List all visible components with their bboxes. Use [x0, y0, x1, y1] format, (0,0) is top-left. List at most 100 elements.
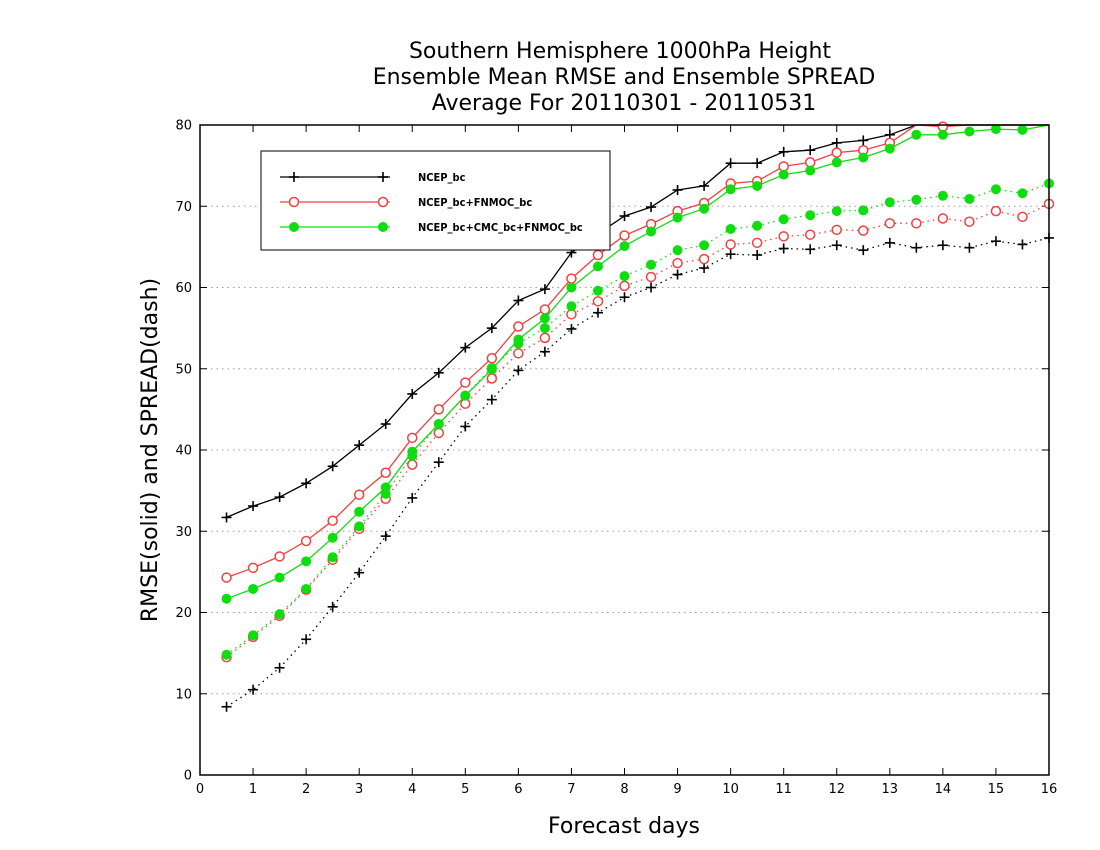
x-tick-label-11: 11 — [775, 782, 792, 797]
plot-frame — [199, 124, 1050, 776]
series-1-rmse-point-9 — [460, 377, 471, 388]
series-0-spread-point-6 — [380, 531, 391, 542]
series-1-spread-point-24 — [858, 225, 869, 236]
series-1-rmse-point-1 — [247, 562, 259, 574]
x-axis-ticks: 0 1 2 3 4 5 6 7 8 9 10 11 12 13 14 15 16 — [196, 125, 1057, 797]
series-1-spread-point-8 — [433, 427, 445, 439]
series-0-spread-point-13 — [566, 323, 577, 334]
series-1-rmse-line — [226, 124, 1049, 579]
series-2-spread-point-0 — [221, 649, 232, 660]
series-0-rmse-line — [226, 124, 1049, 518]
series-0-spread-point-15 — [619, 292, 630, 303]
legend-marker-right-2 — [378, 222, 388, 232]
series-2-spread-point-4 — [327, 552, 338, 563]
x-tick-label-9: 9 — [673, 782, 681, 797]
series-2-spread-point-12 — [539, 323, 550, 334]
series-2-spread-point-20 — [752, 220, 763, 231]
y-axis-ticks: 0 10 20 30 40 50 60 70 80 — [175, 119, 1049, 784]
series-0-rmse-point-24 — [858, 135, 869, 146]
series-2-rmse-point-5 — [354, 506, 365, 517]
series-0-spread-point-10 — [486, 394, 497, 405]
series-0-rmse-point-7 — [407, 388, 418, 399]
series-2-spread-point-15 — [619, 271, 630, 282]
legend-marker-left-1 — [288, 196, 300, 208]
series-1-spread-point-22 — [804, 229, 816, 240]
series-0-spread-point-21 — [778, 243, 789, 254]
series-2-rmse-point-26 — [911, 129, 922, 140]
x-tick-label-2: 2 — [302, 782, 310, 797]
series-0-spread-point-18 — [699, 263, 710, 273]
series-2-spread-point-17 — [672, 245, 683, 256]
series-2-spread-point-26 — [911, 194, 922, 205]
series-1-rmse-point-10 — [486, 352, 498, 364]
series-0-spread-point-2 — [274, 662, 285, 673]
series-2-rmse-point-4 — [327, 532, 338, 543]
y-tick-label-0: 0 — [184, 769, 192, 784]
series-0-spread-point-20 — [752, 250, 763, 260]
series-2-rmse-point-27 — [937, 129, 948, 140]
series-0-spread-point-28 — [964, 242, 975, 253]
y-tick-label-80: 80 — [175, 119, 192, 134]
series-2-spread-point-29 — [990, 184, 1001, 195]
x-tick-label-8: 8 — [620, 782, 628, 797]
series-1-spread-point-27 — [937, 213, 949, 224]
legend: NCEP_bc NCEP_bc+FNMOC_bc NCEP_bc+CMC_bc+FN… — [260, 150, 611, 251]
series-2-rmse-point-17 — [672, 212, 683, 223]
series-1-spread-point-21 — [778, 231, 789, 242]
series-0-rmse-point-1 — [248, 501, 259, 512]
series-0-spread-point-8 — [433, 457, 444, 468]
x-tick-label-15: 15 — [988, 782, 1005, 797]
series-2-rmse-point-1 — [248, 583, 259, 594]
series-2-rmse-point-13 — [566, 282, 577, 293]
series-2-rmse-point-7 — [407, 446, 418, 457]
series-2-spread — [221, 178, 1054, 660]
series-0-rmse-point-8 — [433, 367, 444, 378]
series-2-rmse — [221, 124, 1050, 604]
series-0-spread-line — [226, 237, 1050, 708]
series-0-spread-point-9 — [460, 421, 471, 432]
series-0-rmse-point-9 — [460, 342, 471, 353]
series-0-rmse-point-22 — [805, 145, 816, 156]
series-2-spread-point-5 — [354, 521, 365, 532]
series-0-spread-point-7 — [407, 492, 418, 503]
series-2-rmse-point-20 — [752, 180, 763, 191]
series-0-rmse-point-15 — [619, 211, 630, 221]
series-0-rmse-point-16 — [646, 202, 657, 213]
series-1-rmse-point-13 — [566, 273, 577, 284]
series-0-spread-point-30 — [1017, 239, 1028, 250]
series-0-spread-point-17 — [672, 269, 683, 280]
x-tick-label-1: 1 — [249, 782, 257, 797]
legend-box — [260, 150, 611, 251]
series-0-rmse-point-23 — [831, 137, 842, 148]
series-1-rmse-point-7 — [407, 432, 418, 444]
x-tick-label-12: 12 — [828, 782, 845, 797]
series-1-rmse-point-15 — [619, 230, 630, 241]
series-1-spread-point-29 — [990, 205, 1002, 217]
series-2-rmse-point-6 — [380, 482, 391, 493]
series-1-rmse-point-8 — [433, 404, 445, 415]
series-2-spread-point-30 — [1017, 188, 1028, 199]
series-2-rmse-point-2 — [274, 572, 285, 583]
series-2-rmse-point-0 — [221, 593, 232, 604]
series-0-spread-point-1 — [248, 684, 259, 695]
x-tick-label-7: 7 — [567, 782, 575, 797]
series-2-rmse-point-21 — [778, 169, 789, 180]
x-tick-label-5: 5 — [461, 782, 469, 797]
series-1-rmse-point-12 — [539, 304, 551, 315]
series-1-rmse-point-4 — [327, 515, 338, 526]
series-1-rmse-point-2 — [274, 551, 285, 562]
series-2-spread-point-24 — [858, 205, 869, 216]
x-axis-label: Forecast days — [548, 814, 700, 839]
series-0-rmse-point-20 — [752, 158, 763, 169]
series-0-spread-point-29 — [990, 236, 1001, 247]
series-2-rmse-point-28 — [964, 126, 975, 137]
series-2-spread-point-27 — [937, 190, 948, 201]
series-1-rmse-point-11 — [513, 321, 524, 332]
series-2-spread-point-3 — [301, 583, 312, 594]
series-2-spread-point-18 — [699, 240, 710, 251]
series-2-spread-point-16 — [646, 259, 657, 270]
series-0-spread-point-26 — [911, 242, 922, 253]
y-axis-label: RMSE(solid) and SPREAD(dash) — [138, 278, 163, 622]
series-0-spread-point-4 — [327, 601, 338, 612]
series-1-rmse-point-5 — [353, 489, 365, 500]
